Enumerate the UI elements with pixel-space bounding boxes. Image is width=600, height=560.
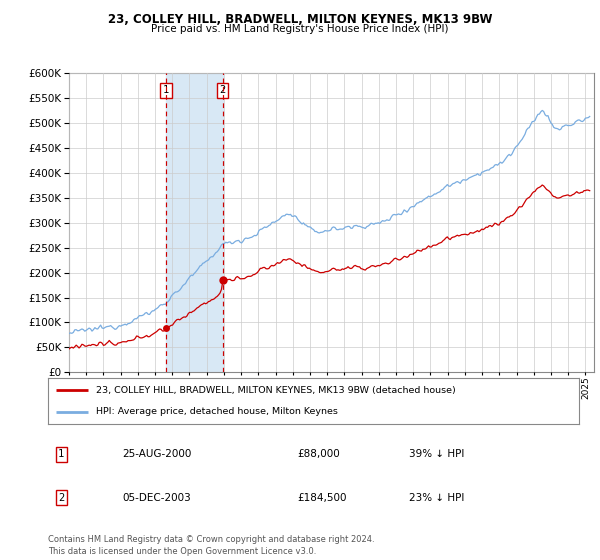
- Text: 2: 2: [220, 85, 226, 95]
- Text: 23% ↓ HPI: 23% ↓ HPI: [409, 493, 464, 503]
- Text: 1: 1: [163, 85, 169, 95]
- Bar: [166, 73, 223, 372]
- Text: 05-DEC-2003: 05-DEC-2003: [122, 493, 191, 503]
- Text: £88,000: £88,000: [298, 449, 340, 459]
- Text: 25-AUG-2000: 25-AUG-2000: [122, 449, 192, 459]
- Text: 23, COLLEY HILL, BRADWELL, MILTON KEYNES, MK13 9BW (detached house): 23, COLLEY HILL, BRADWELL, MILTON KEYNES…: [96, 386, 455, 395]
- Text: 39% ↓ HPI: 39% ↓ HPI: [409, 449, 464, 459]
- Text: Contains HM Land Registry data © Crown copyright and database right 2024.
This d: Contains HM Land Registry data © Crown c…: [48, 535, 374, 556]
- Text: 2: 2: [58, 493, 64, 503]
- Text: £184,500: £184,500: [298, 493, 347, 503]
- Text: 1: 1: [58, 449, 64, 459]
- Text: HPI: Average price, detached house, Milton Keynes: HPI: Average price, detached house, Milt…: [96, 407, 338, 416]
- Text: 23, COLLEY HILL, BRADWELL, MILTON KEYNES, MK13 9BW: 23, COLLEY HILL, BRADWELL, MILTON KEYNES…: [108, 13, 492, 26]
- Text: Price paid vs. HM Land Registry's House Price Index (HPI): Price paid vs. HM Land Registry's House …: [151, 24, 449, 34]
